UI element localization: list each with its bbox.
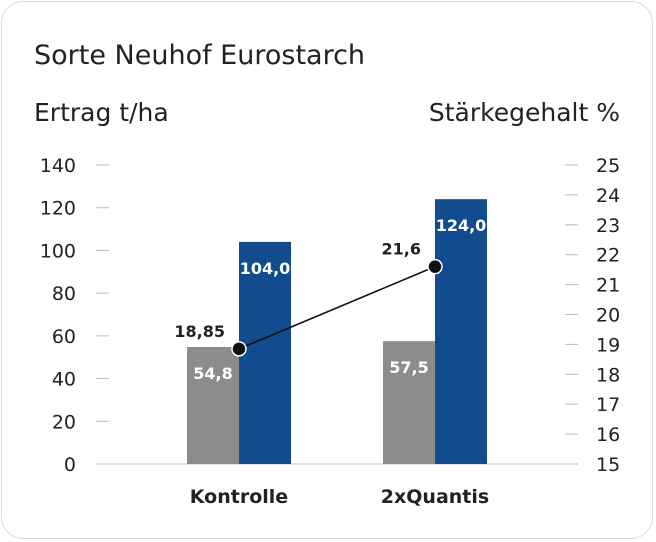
y-right-tick-label: 24 (596, 185, 620, 207)
y-left-tick-label: 80 (52, 283, 76, 305)
bar (383, 341, 435, 464)
line-series (238, 265, 436, 350)
bar-value-label: 57,5 (389, 358, 428, 377)
bar (435, 199, 487, 464)
bar-value-label: 54,8 (193, 364, 232, 383)
y-left-tick-label: 20 (52, 411, 76, 433)
y-right-tick-label: 22 (596, 245, 620, 267)
y-right-tick-label: 16 (596, 424, 620, 446)
y-left-tick-label: 60 (52, 326, 76, 348)
y-right-tick-label: 19 (596, 334, 620, 356)
y-left-tick-label: 40 (52, 369, 76, 391)
line-point-label: 21,6 (382, 240, 421, 259)
y-left-tick-label: 140 (40, 155, 76, 177)
y-right-tick-label: 15 (596, 454, 620, 476)
bar (239, 241, 291, 464)
y-left-tick-label: 0 (64, 454, 76, 476)
bar (187, 346, 239, 464)
y-axis-left-label: Ertrag t/ha (34, 98, 169, 127)
y-right-tick-label: 18 (596, 364, 620, 386)
bar-value-label: 104,0 (240, 259, 291, 278)
y-right-tick-label: 25 (596, 155, 620, 177)
y-right-tick-label: 23 (596, 215, 620, 237)
line-point (427, 258, 443, 275)
y-right-tick-label: 20 (596, 305, 620, 327)
y-axis-right-label: Stärkegehalt % (428, 98, 620, 127)
y-left-tick-label: 100 (40, 240, 76, 262)
y-right-tick-label: 17 (596, 394, 620, 416)
chart-title: Sorte Neuhof Eurostarch (34, 40, 366, 71)
line-point (231, 341, 247, 357)
x-category-label: Kontrolle (190, 486, 288, 508)
y-left-tick-label: 120 (40, 198, 76, 220)
x-category-label: 2xQuantis (381, 486, 489, 508)
line-point-label: 18,85 (174, 322, 225, 341)
bar-value-label: 124,0 (436, 216, 487, 235)
y-right-tick-label: 21 (596, 275, 620, 297)
